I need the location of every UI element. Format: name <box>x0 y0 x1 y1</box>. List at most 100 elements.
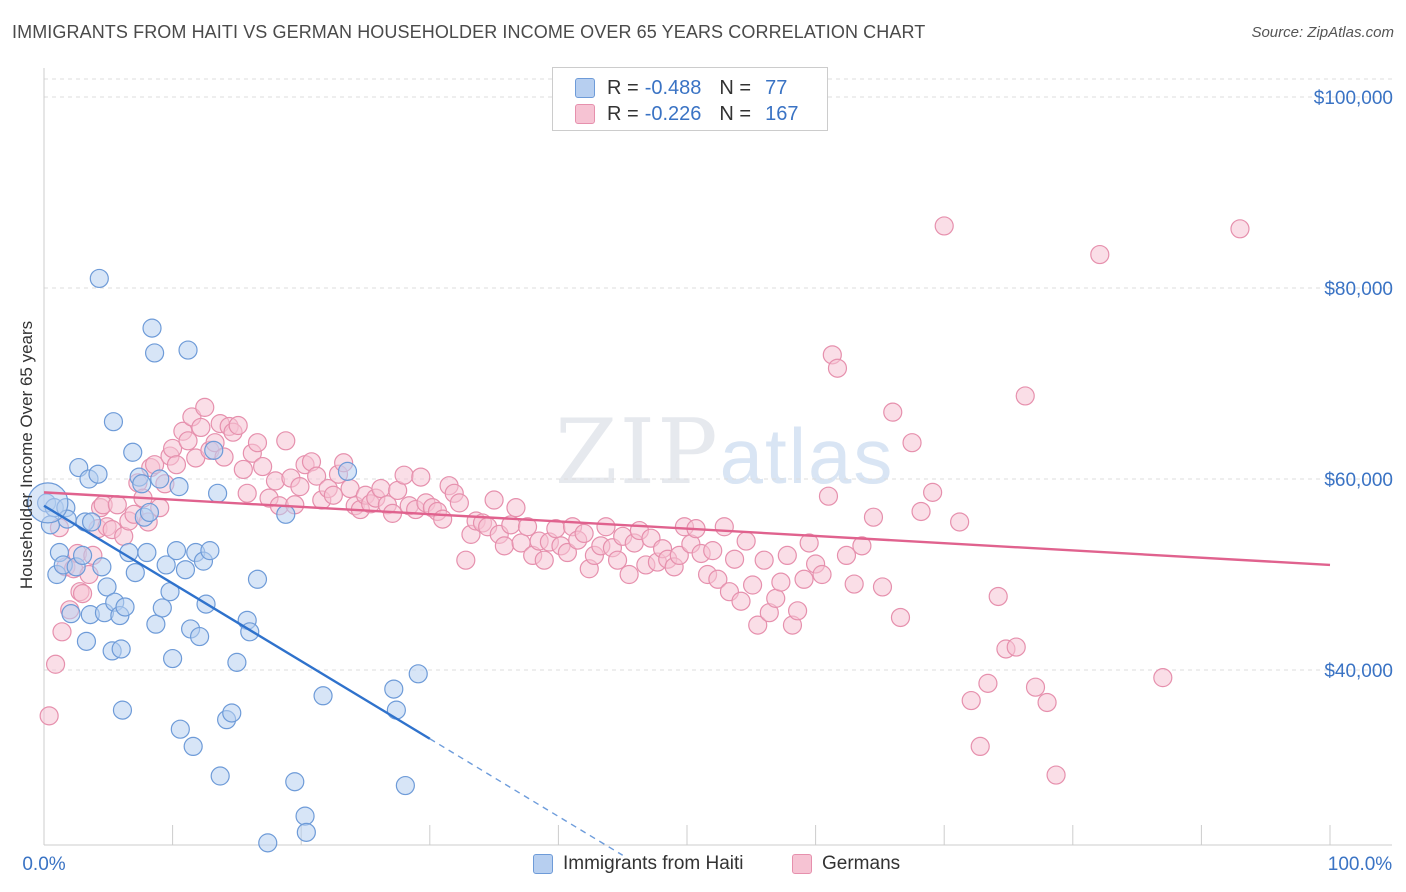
haiti-point <box>175 560 196 580</box>
germans-point <box>934 216 954 236</box>
germans-point <box>276 431 296 451</box>
legend-n-value-germans: 167 <box>765 102 799 125</box>
haiti-point <box>97 577 117 597</box>
germans-point <box>890 607 911 628</box>
germans-point <box>484 490 504 510</box>
haiti-point <box>88 464 108 484</box>
legend-r-label: R = <box>607 76 639 99</box>
germans-point <box>883 402 903 422</box>
haiti-point <box>150 469 170 489</box>
germans-point <box>827 358 848 378</box>
haiti-point <box>76 631 97 651</box>
germans-point <box>950 512 970 532</box>
germans-point <box>449 493 469 513</box>
germans-point <box>411 467 431 487</box>
bottom-legend-germans: Germans <box>792 852 900 876</box>
germans-point <box>247 433 268 453</box>
haiti-trend-line <box>43 504 431 740</box>
germans-point <box>1015 386 1035 406</box>
germans-point <box>748 615 768 635</box>
y-tick-label: $80,000 <box>1324 279 1393 300</box>
germans-point <box>228 415 248 436</box>
germans-point <box>708 569 728 589</box>
y-tick-label: $100,000 <box>1314 88 1393 109</box>
legend-row-haiti: R = -0.488 N = 77 <box>575 76 787 100</box>
haiti-point <box>89 268 109 289</box>
haiti-point <box>125 562 145 583</box>
legend-r-label: R = <box>607 102 639 125</box>
germans-point <box>107 495 127 515</box>
germans-point <box>45 654 66 674</box>
germans-point <box>1006 637 1026 657</box>
y-tick-label: $40,000 <box>1324 661 1393 682</box>
haiti-point <box>123 442 143 462</box>
germans-point <box>1230 219 1250 239</box>
germans-point <box>911 501 931 522</box>
germans-point <box>787 601 808 621</box>
germans-point <box>812 564 832 585</box>
germans-point <box>777 545 797 566</box>
germans-point <box>494 536 514 556</box>
germans-point <box>724 549 745 569</box>
x-tick-label-max: 100.0% <box>1328 854 1393 875</box>
haiti-point <box>296 822 316 842</box>
germans-point <box>1153 668 1173 688</box>
legend-n-label: N = <box>719 76 752 99</box>
haiti-point <box>81 512 102 532</box>
bottom-legend-haiti: Immigrants from Haiti <box>533 852 744 876</box>
haiti-point <box>142 318 162 338</box>
germans-point <box>456 550 476 570</box>
haiti-point <box>204 440 224 460</box>
correlation-legend: R = -0.488 N = 77 R = -0.226 N = 167 <box>552 67 828 131</box>
bottom-legend-label-haiti: Immigrants from Haiti <box>563 853 744 874</box>
haiti-point <box>408 664 428 684</box>
chart-title: IMMIGRANTS FROM HAITI VS GERMAN HOUSEHOL… <box>12 22 926 42</box>
haiti-point <box>190 626 210 647</box>
haiti-point <box>227 652 247 672</box>
germans-point <box>731 591 751 611</box>
x-tick-label-min: 0.0% <box>22 854 65 875</box>
germans-point <box>714 517 734 537</box>
haiti-point <box>295 806 315 826</box>
haiti-point <box>210 766 230 786</box>
legend-swatch-germans <box>575 104 595 124</box>
germans-point <box>771 572 791 592</box>
germans-point <box>39 706 59 726</box>
germans-point <box>1090 244 1110 265</box>
bottom-legend-swatch-haiti <box>533 854 553 874</box>
germans-point <box>669 545 689 566</box>
bottom-legend-label-germans: Germans <box>822 853 901 874</box>
germans-point <box>844 574 864 594</box>
germans-point <box>237 483 257 503</box>
germans-point <box>178 431 198 451</box>
germans-point <box>754 550 774 570</box>
haiti-point <box>146 614 166 634</box>
y-tick-label: $60,000 <box>1324 470 1393 491</box>
germans-point <box>394 465 414 485</box>
germans-point <box>253 456 273 477</box>
germans-point <box>517 517 538 537</box>
germans-point <box>433 509 453 529</box>
haiti-point <box>137 542 157 563</box>
legend-n-value-haiti: 77 <box>765 76 788 99</box>
germans-point <box>323 485 343 505</box>
haiti-point <box>152 598 172 618</box>
haiti-point <box>276 504 296 524</box>
haiti-point <box>258 833 278 853</box>
germans-point <box>195 397 215 417</box>
germans-point <box>1037 692 1057 713</box>
germans-point <box>233 459 253 480</box>
haiti-point <box>337 461 358 481</box>
haiti-trend-extension <box>429 738 624 856</box>
germans-point <box>619 564 639 585</box>
haiti-point <box>386 700 406 720</box>
haiti-point <box>166 541 187 561</box>
haiti-point <box>111 639 131 659</box>
haiti-point <box>208 483 228 503</box>
germans-point <box>607 550 628 570</box>
haiti-point <box>169 477 189 497</box>
germans-point <box>1046 765 1066 785</box>
bottom-legend-swatch-germans <box>792 854 812 874</box>
germans-point <box>72 583 93 604</box>
